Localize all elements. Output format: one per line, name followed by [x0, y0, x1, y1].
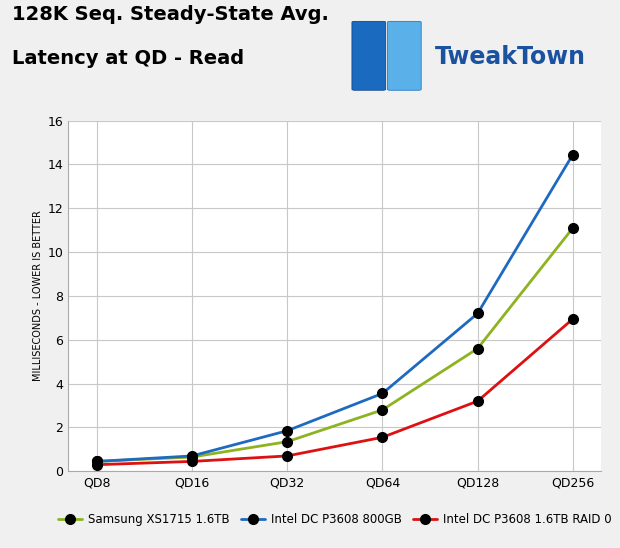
Line: Intel DC P3608 800GB: Intel DC P3608 800GB [92, 150, 578, 466]
Samsung XS1715 1.6TB [474, 345, 481, 352]
Text: TweakTown: TweakTown [435, 45, 586, 68]
Samsung XS1715 1.6TB [93, 458, 100, 465]
FancyBboxPatch shape [388, 21, 421, 90]
Text: Latency at QD - Read: Latency at QD - Read [12, 49, 244, 68]
Intel DC P3608 1.6TB RAID 0 [188, 458, 196, 465]
FancyBboxPatch shape [352, 21, 386, 90]
Intel DC P3608 800GB [188, 453, 196, 459]
Intel DC P3608 1.6TB RAID 0 [283, 453, 291, 459]
Intel DC P3608 1.6TB RAID 0 [379, 434, 386, 441]
Intel DC P3608 1.6TB RAID 0 [569, 316, 577, 322]
Samsung XS1715 1.6TB [379, 407, 386, 413]
Intel DC P3608 800GB [379, 390, 386, 397]
Samsung XS1715 1.6TB [569, 225, 577, 231]
Y-axis label: MILLISECONDS - LOWER IS BETTER: MILLISECONDS - LOWER IS BETTER [33, 210, 43, 381]
Intel DC P3608 800GB [283, 427, 291, 434]
Samsung XS1715 1.6TB [188, 454, 196, 460]
Intel DC P3608 800GB [474, 310, 481, 317]
Intel DC P3608 1.6TB RAID 0 [474, 398, 481, 404]
Intel DC P3608 800GB [569, 151, 577, 158]
Line: Intel DC P3608 1.6TB RAID 0: Intel DC P3608 1.6TB RAID 0 [92, 314, 578, 470]
Intel DC P3608 1.6TB RAID 0 [93, 461, 100, 468]
Text: 128K Seq. Steady-State Avg.: 128K Seq. Steady-State Avg. [12, 5, 329, 25]
Line: Samsung XS1715 1.6TB: Samsung XS1715 1.6TB [92, 223, 578, 466]
Samsung XS1715 1.6TB [283, 438, 291, 445]
Legend: Samsung XS1715 1.6TB, Intel DC P3608 800GB, Intel DC P3608 1.6TB RAID 0: Samsung XS1715 1.6TB, Intel DC P3608 800… [53, 509, 616, 531]
Intel DC P3608 800GB [93, 458, 100, 465]
